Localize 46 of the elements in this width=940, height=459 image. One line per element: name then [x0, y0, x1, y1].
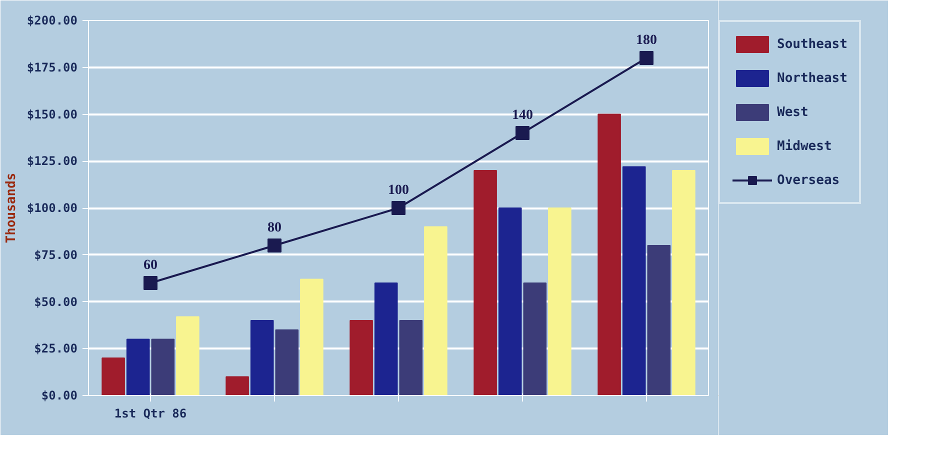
y-tick-label: $25.00 — [34, 342, 78, 356]
bar — [176, 316, 200, 396]
bar — [399, 320, 423, 396]
bar — [151, 338, 175, 396]
y-axis-title: Thousands — [4, 172, 19, 244]
bar — [647, 245, 671, 396]
bar — [598, 114, 621, 396]
legend-label: Overseas — [777, 172, 840, 188]
legend-label: West — [777, 104, 808, 120]
data-label: 60 — [144, 258, 158, 273]
y-tick-label: $100.00 — [26, 201, 78, 215]
data-label: 80 — [268, 220, 282, 236]
point — [144, 276, 158, 290]
legend-label: Southeast — [777, 36, 848, 52]
point — [516, 126, 530, 140]
bar — [523, 282, 547, 396]
y-tick-label: $175.00 — [26, 60, 78, 74]
y-tick-label: $75.00 — [34, 248, 78, 262]
y-tick-label: $0.00 — [41, 388, 78, 402]
bar — [102, 358, 125, 396]
bar — [548, 208, 572, 396]
bar — [350, 320, 373, 396]
y-tick-label: $200.00 — [26, 14, 78, 28]
bar — [622, 166, 646, 396]
data-label: 100 — [388, 183, 409, 198]
point — [268, 238, 282, 252]
point — [640, 51, 654, 65]
bar — [474, 170, 497, 396]
bar — [300, 278, 324, 396]
legend-label: Midwest — [777, 138, 832, 154]
y-tick-label: $50.00 — [34, 294, 78, 309]
y-tick-label: $125.00 — [26, 154, 78, 168]
bar — [498, 208, 522, 396]
x-tick-label: 1st Qtr 86 — [114, 406, 187, 420]
y-tick-label: $150.00 — [26, 107, 78, 122]
bar — [226, 376, 249, 396]
bar — [126, 338, 150, 396]
bar — [275, 329, 299, 396]
bar — [374, 282, 398, 396]
data-label: 180 — [636, 33, 657, 48]
point — [392, 201, 406, 215]
bar — [424, 226, 448, 396]
bar — [250, 320, 274, 396]
legend-label: Northeast — [777, 70, 848, 86]
bar — [672, 170, 696, 396]
data-label: 140 — [512, 108, 533, 123]
